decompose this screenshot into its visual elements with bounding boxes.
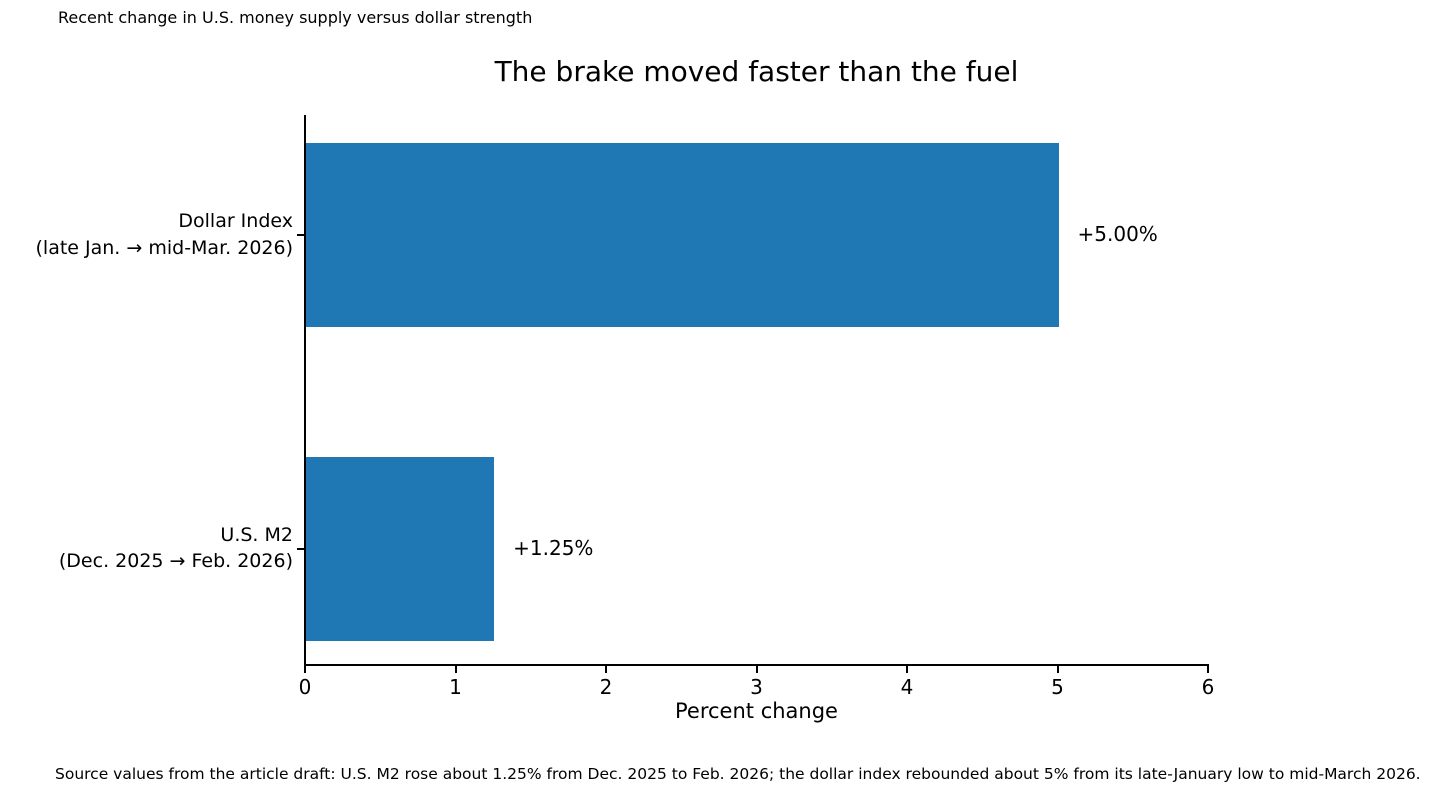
- y-tick-label: Dollar Index (late Jan. → mid-Mar. 2026): [0, 208, 294, 261]
- y-tick-label-line: (Dec. 2025 → Feb. 2026): [58, 550, 293, 573]
- y-tick-mark: [297, 234, 304, 236]
- bar: [306, 143, 1059, 327]
- y-tick-label-line: (late Jan. → mid-Mar. 2026): [35, 236, 294, 259]
- chart-title: The brake moved faster than the fuel: [494, 55, 1019, 88]
- x-tick-mark: [906, 666, 908, 673]
- x-tick-mark: [1056, 666, 1059, 673]
- x-tick-label: 5: [1051, 675, 1064, 699]
- plot-area: +5.00% +1.25%: [304, 115, 1209, 666]
- x-tick-label: 1: [449, 675, 462, 699]
- y-tick-label-line: Dollar Index: [178, 210, 293, 232]
- y-axis-line: [304, 115, 306, 666]
- x-tick-mark: [454, 666, 457, 673]
- x-tick-label: 3: [750, 675, 763, 699]
- x-tick-label: 4: [900, 675, 914, 699]
- source-note: Source values from the article draft: U.…: [55, 765, 1421, 783]
- x-tick-label: 0: [298, 675, 312, 699]
- x-tick-label: 6: [1201, 675, 1215, 699]
- bar: [306, 456, 495, 641]
- y-tick-label: U.S. M2 (Dec. 2025 → Feb. 2026): [0, 522, 293, 575]
- y-tick-label-line: U.S. M2: [220, 523, 293, 546]
- y-tick-mark: [297, 547, 304, 550]
- x-tick-mark: [755, 666, 758, 673]
- x-axis-label: Percent change: [675, 699, 838, 723]
- bar-value-label: +5.00%: [1077, 222, 1158, 246]
- figure-top-note: Recent change in U.S. money supply versu…: [58, 8, 533, 27]
- x-axis-line: [304, 664, 1209, 666]
- x-tick-mark: [1207, 666, 1209, 673]
- bar-value-label: +1.25%: [513, 535, 594, 560]
- x-tick-mark: [605, 666, 607, 673]
- x-tick-mark: [304, 666, 306, 673]
- x-tick-label: 2: [599, 675, 613, 699]
